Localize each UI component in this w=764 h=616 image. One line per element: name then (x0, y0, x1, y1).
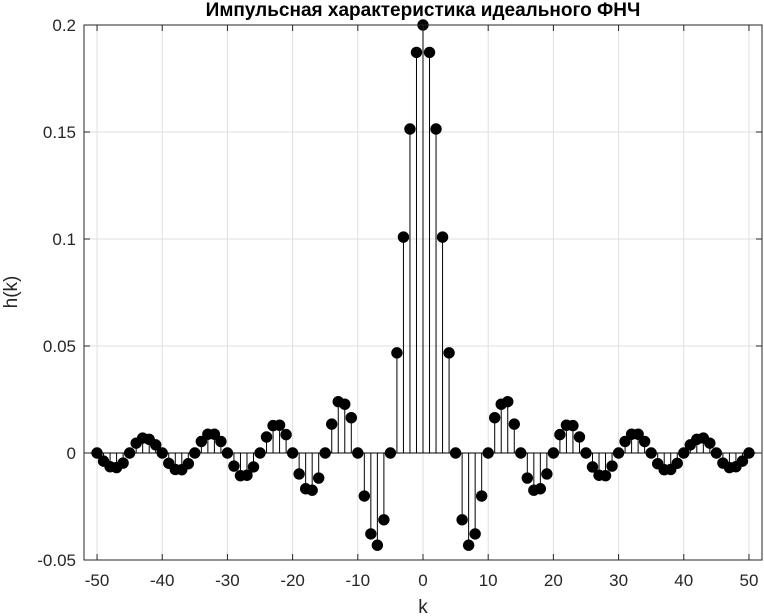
stem-marker (606, 460, 618, 472)
x-tick-label: -20 (280, 571, 305, 590)
stem-marker (260, 431, 273, 443)
stem-marker (469, 528, 481, 540)
stem-marker (280, 428, 292, 441)
x-tick-label: -10 (346, 571, 371, 590)
x-tick-label: -50 (85, 571, 110, 590)
stem-marker (410, 46, 423, 59)
stem-marker (482, 447, 494, 459)
stem-marker (156, 447, 168, 459)
stem-marker (502, 395, 514, 408)
stem-markers (91, 19, 755, 551)
stem-marker (378, 514, 390, 526)
stem-marker (449, 447, 462, 459)
stem-marker (743, 447, 755, 459)
stem-marker (221, 447, 234, 459)
x-tick-label: 0 (418, 571, 427, 590)
stem-marker (671, 457, 683, 469)
stem-marker (273, 419, 286, 431)
stem-marker (189, 447, 201, 459)
x-tick-label: 50 (740, 571, 759, 590)
stem-marker (384, 447, 397, 459)
stem-marker (319, 447, 331, 459)
stem-marker (436, 231, 449, 243)
x-tick-label: 40 (674, 571, 693, 590)
stem-marker (547, 447, 560, 459)
stem-marker (247, 461, 260, 473)
stem-marker (371, 539, 384, 551)
stem-marker (358, 490, 371, 502)
stem-marker (339, 398, 351, 410)
stem-marker (586, 461, 599, 473)
stem-marker (638, 435, 651, 448)
stem-marker (306, 484, 318, 496)
stem-marker (521, 472, 534, 484)
stem-marker (645, 447, 657, 459)
stem-marker (736, 455, 749, 467)
stem-marker (619, 435, 631, 448)
stem-marker (599, 469, 612, 482)
stem-marker (352, 447, 364, 459)
x-tick-label: 10 (479, 571, 498, 590)
stem-marker (91, 447, 103, 459)
stem-marker (326, 418, 338, 430)
stem-marker (286, 447, 299, 459)
y-tick-label: 0.05 (43, 337, 76, 356)
stem-marker (123, 447, 136, 459)
stem-marker (554, 428, 566, 441)
stem-marker (391, 347, 403, 359)
stem-marker (215, 435, 227, 448)
stem-marker (254, 447, 266, 459)
stem-marker (150, 439, 162, 451)
stem-marker (573, 431, 586, 443)
stem-marker (710, 447, 723, 459)
stem-marker (515, 447, 527, 459)
stem-marker (580, 447, 592, 459)
stem-marker (456, 514, 468, 526)
stem-marker (541, 468, 553, 480)
y-axis-label: h(k) (1, 276, 22, 309)
stem-marker (293, 468, 305, 480)
x-axis-label: k (418, 597, 428, 616)
stem-marker (678, 447, 690, 459)
stem-marker (397, 231, 410, 243)
stem-marker (632, 428, 644, 440)
stem-marker (312, 472, 325, 484)
y-tick-label: 0 (67, 444, 76, 463)
x-tick-label: 30 (609, 571, 628, 590)
y-tick-label: 0.1 (52, 230, 76, 249)
stem-marker (489, 411, 501, 424)
stem-marker (241, 469, 253, 481)
stem-marker (117, 457, 129, 469)
stem-marker (345, 411, 357, 424)
stem-marker (534, 483, 547, 495)
x-tick-label: -40 (150, 571, 175, 590)
stem-marker (423, 46, 436, 59)
y-tick-label: -0.05 (37, 551, 76, 570)
stem-marker (208, 428, 221, 440)
chart-title: Импульсная характеристика идеального ФНЧ (206, 0, 641, 21)
x-tick-label: 20 (544, 571, 563, 590)
y-tick-label: 0.15 (43, 123, 76, 142)
stem-marker (475, 490, 488, 502)
stem-marker (195, 435, 208, 448)
stem-marker (182, 458, 195, 470)
stem-marker (704, 437, 716, 449)
stem-marker (462, 539, 475, 551)
stem-marker (567, 419, 579, 432)
stem-marker (612, 447, 625, 459)
stem-marker (430, 123, 442, 135)
stem-marker (404, 123, 416, 135)
stem-marker (228, 460, 240, 472)
y-tick-label: 0.2 (52, 16, 76, 35)
axis-ticks: -50 -40 -30 -20 -10 0 10 20 30 40 50 -0.05 0 0.05 0.1 0… (37, 16, 762, 590)
x-tick-label: -30 (215, 571, 240, 590)
stem-marker (365, 528, 377, 540)
stem-marker (508, 418, 520, 430)
stem-marker (443, 347, 455, 359)
